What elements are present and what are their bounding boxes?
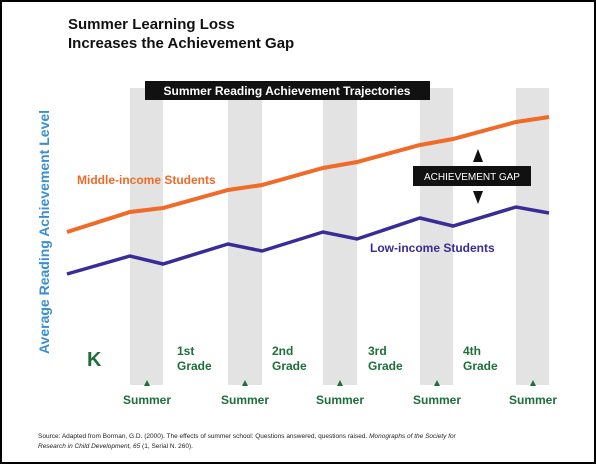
summer-marker [530, 380, 536, 386]
source-line: Research in Child Development, 65 (1, Se… [38, 443, 193, 450]
summer-label: Summer [413, 393, 461, 407]
summer-bands [130, 88, 549, 385]
grade-label: Grade [463, 359, 498, 373]
grade-label: 3rd [368, 344, 387, 358]
gap-label: ACHIEVEMENT GAP [424, 172, 520, 183]
source-text: Monographs of the Society for [369, 433, 457, 440]
banner-box [145, 81, 430, 100]
summer-marker [434, 380, 440, 386]
summer-label: Summer [509, 393, 557, 407]
low-income-label: Low-income Students [370, 241, 495, 255]
summer-marker [242, 380, 248, 386]
middle-income-line [66, 115, 550, 234]
gap-box [413, 166, 531, 186]
grade-label: 2nd [272, 344, 293, 358]
title-line: Summer Learning Loss [68, 16, 235, 33]
summer-marker [337, 380, 343, 386]
gap-arrows [473, 149, 483, 204]
y-axis-label: Average Reading Achievement Level [36, 110, 52, 354]
grade-label: Grade [368, 359, 403, 373]
kindergarten-label: K [87, 349, 102, 371]
source-text: (1, Serial N. 260). [140, 443, 193, 450]
summer-labels: Summer Summer Summer Summer Summer [123, 380, 557, 407]
grade-label: Grade [177, 359, 212, 373]
banner: Summer Reading Achievement Trajectories [164, 84, 411, 98]
source-text: Research in Child Development, 65 [38, 443, 141, 450]
source-text: Source: Adapted from Borman, G.D. (2000)… [38, 433, 369, 440]
summer-label: Summer [123, 393, 171, 407]
summer-label: Summer [316, 393, 364, 407]
source-line: Source: Adapted from Borman, G.D. (2000)… [38, 433, 457, 440]
summer-label: Summer [221, 393, 269, 407]
middle-income-label: Middle-income Students [77, 173, 216, 187]
grade-label: Grade [272, 359, 307, 373]
title-line: Increases the Achievement Gap [68, 35, 294, 52]
summer-marker [144, 380, 150, 386]
low-income-line [66, 205, 550, 276]
grade-label: 1st [177, 344, 194, 358]
grade-label: 4th [463, 344, 481, 358]
